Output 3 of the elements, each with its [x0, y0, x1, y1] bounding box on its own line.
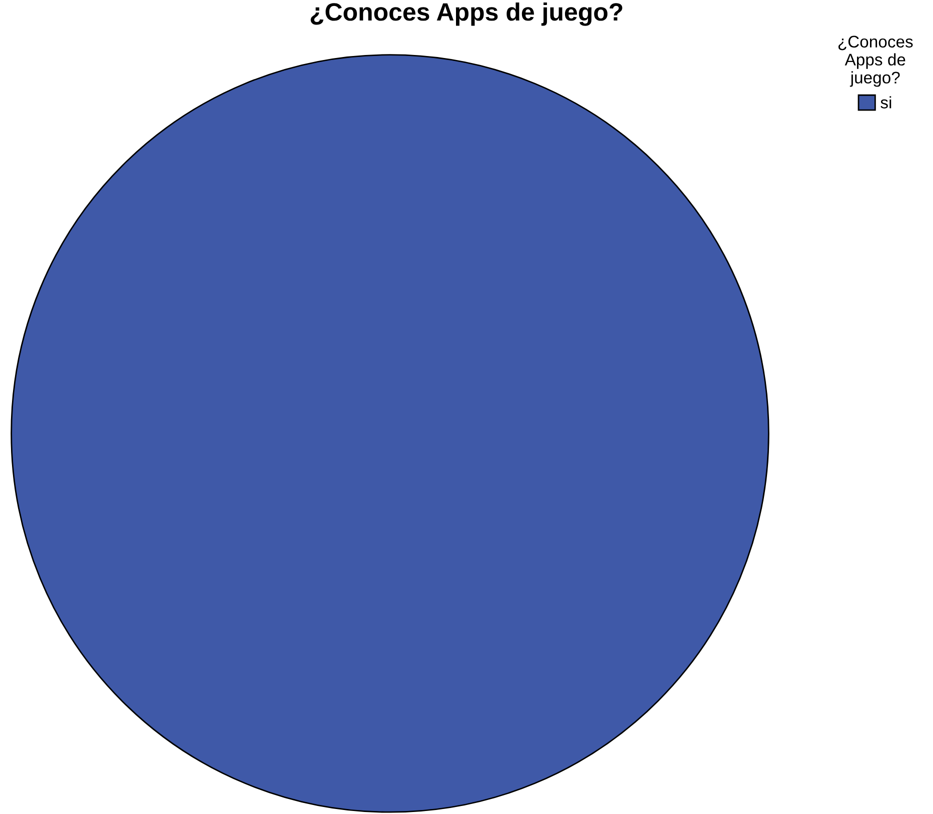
chart-title: ¿Conoces Apps de juego?: [310, 2, 622, 26]
legend-title: ¿Conoces Apps de juego?: [838, 36, 913, 87]
legend-label: si: [880, 96, 892, 108]
